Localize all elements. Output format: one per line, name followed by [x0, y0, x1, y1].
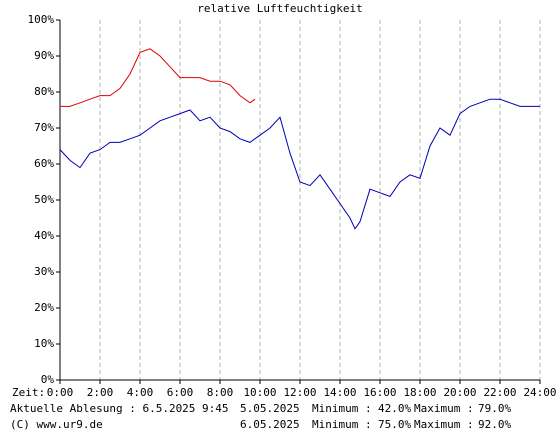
x-tick-label: 6:00: [167, 386, 194, 399]
legend-max-label: Maximum :: [414, 418, 474, 431]
x-tick-label: 18:00: [403, 386, 436, 399]
x-tick-label: 8:00: [207, 386, 234, 399]
x-tick-label: 16:00: [363, 386, 396, 399]
y-tick-label: 40%: [34, 229, 54, 242]
legend-min-value: 75.0%: [378, 418, 411, 431]
reading-label: Aktuelle Ablesung : 6.5.2025 9:45: [10, 402, 229, 415]
y-tick-label: 80%: [34, 85, 54, 98]
legend-max-label: Maximum :: [414, 402, 474, 415]
chart-title: relative Luftfeuchtigkeit: [197, 2, 363, 15]
y-tick-label: 50%: [34, 193, 54, 206]
data-line: [59, 98, 540, 230]
y-tick-label: 0%: [41, 373, 55, 386]
legend-min-label: Minimum :: [312, 402, 372, 415]
y-tick-label: 60%: [34, 157, 54, 170]
x-axis-label: Zeit:: [12, 386, 45, 399]
data-line: [60, 48, 256, 107]
y-tick-label: 70%: [34, 121, 54, 134]
legend-max-value: 79.0%: [478, 402, 511, 415]
legend-max-value: 92.0%: [478, 418, 511, 431]
x-tick-label: 2:00: [87, 386, 114, 399]
y-tick-label: 30%: [34, 265, 54, 278]
copyright: (C) www.ur9.de: [10, 418, 103, 431]
x-tick-label: 4:00: [127, 386, 154, 399]
y-tick-label: 100%: [28, 13, 55, 26]
legend-name: 6.05.2025: [240, 418, 300, 431]
legend-min-label: Minimum :: [312, 418, 372, 431]
x-tick-label: 0:00: [47, 386, 74, 399]
x-tick-label: 14:00: [323, 386, 356, 399]
y-tick-label: 10%: [34, 337, 54, 350]
y-tick-label: 90%: [34, 49, 54, 62]
x-tick-label: 10:00: [243, 386, 276, 399]
legend-min-value: 42.0%: [378, 402, 411, 415]
x-tick-label: 24:00: [523, 386, 556, 399]
legend-name: 5.05.2025: [240, 402, 300, 415]
x-tick-label: 20:00: [443, 386, 476, 399]
x-tick-label: 22:00: [483, 386, 516, 399]
y-tick-label: 20%: [34, 301, 54, 314]
x-tick-label: 12:00: [283, 386, 316, 399]
